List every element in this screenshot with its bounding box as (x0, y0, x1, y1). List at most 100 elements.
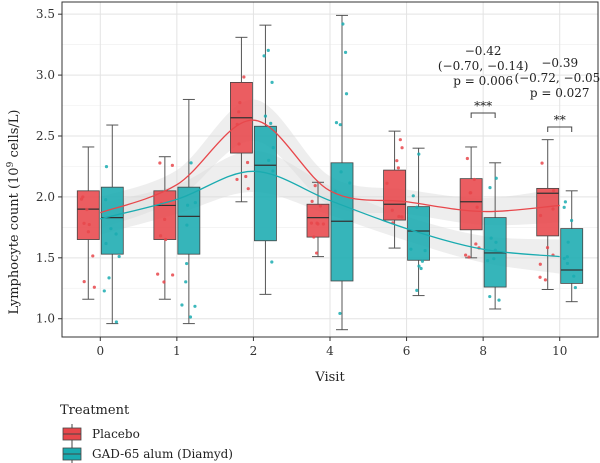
data-point-diamyd (565, 261, 570, 266)
data-point-diamyd (263, 114, 268, 118)
data-point-diamyd (488, 186, 492, 190)
data-point-placebo (398, 138, 402, 142)
y-axis-title: Lymphocyte count (109 cells/L) (6, 109, 22, 314)
annotation-text: (−0.70, −0.14) (438, 59, 529, 73)
data-point-placebo (400, 215, 404, 219)
data-point-diamyd (269, 121, 273, 125)
data-point-diamyd (188, 315, 193, 319)
data-point-diamyd (343, 50, 348, 54)
data-point-diamyd (180, 303, 184, 307)
data-point-placebo (171, 273, 175, 277)
data-point-placebo (538, 262, 542, 266)
data-point-diamyd (420, 259, 425, 263)
data-point-placebo (242, 75, 246, 79)
data-point-placebo (237, 110, 241, 114)
box-diamyd (330, 162, 354, 282)
data-point-placebo (397, 214, 401, 219)
data-point-placebo (465, 156, 469, 161)
data-point-diamyd (341, 22, 345, 26)
y-tick-label: 1.0 (36, 312, 55, 326)
data-point-diamyd (409, 247, 413, 251)
data-point-placebo (538, 275, 542, 279)
data-point-placebo (158, 234, 163, 238)
x-tick-label: 1 (173, 344, 181, 358)
data-point-diamyd (117, 254, 121, 259)
legend-title: Treatment (60, 403, 130, 418)
data-point-placebo (395, 159, 399, 163)
data-point-diamyd (485, 259, 490, 263)
data-point-placebo (82, 280, 86, 284)
data-point-diamyd (423, 248, 427, 253)
box-placebo (459, 178, 483, 231)
plot-area: 1.0 1.5 2.0 2.5 3.0 3.5 0 1 2 4 6 8 10 −0.42(−0.70, −… (36, 1, 600, 358)
box-diamyd (100, 186, 124, 255)
box-placebo (76, 190, 100, 240)
data-point-diamyd (573, 285, 577, 290)
data-point-diamyd (185, 223, 189, 227)
data-point-placebo (318, 204, 322, 208)
data-point-diamyd (415, 205, 419, 209)
annotation-text: −0.42 (465, 44, 502, 58)
y-tick-label: 2.5 (36, 129, 55, 143)
box-placebo (153, 190, 177, 240)
data-point-placebo (85, 207, 89, 212)
legend: Treatment Placebo GAD-65 alum (Diamyd) (60, 403, 233, 463)
data-point-diamyd (104, 241, 108, 246)
data-point-placebo (92, 285, 96, 289)
data-point-diamyd (563, 200, 567, 204)
annotation-text: (−0.72, −0.05) (514, 71, 600, 85)
data-point-diamyd (494, 176, 498, 180)
data-point-placebo (81, 195, 85, 199)
data-point-placebo (170, 163, 174, 167)
data-point-diamyd (184, 280, 188, 284)
data-point-placebo (164, 237, 168, 242)
data-point-diamyd (189, 161, 193, 165)
data-point-diamyd (107, 276, 111, 280)
data-point-diamyd (334, 121, 339, 125)
data-point-placebo (310, 199, 314, 203)
x-tick-label: 2 (250, 344, 258, 358)
legend-label-diamyd: GAD-65 alum (Diamyd) (92, 447, 233, 461)
data-point-placebo (245, 160, 250, 165)
data-point-placebo (543, 278, 548, 282)
y-tick-label: 1.5 (36, 251, 55, 265)
data-point-diamyd (344, 92, 349, 96)
data-point-diamyd (270, 80, 274, 85)
data-point-placebo (235, 177, 239, 182)
data-point-diamyd (488, 294, 492, 299)
data-point-diamyd (562, 205, 566, 209)
box-diamyd (407, 206, 430, 261)
annotation-text: p = 0.006 (453, 74, 513, 88)
data-point-placebo (464, 253, 468, 257)
data-point-diamyd (271, 146, 275, 150)
trend-line-placebo (100, 119, 560, 214)
data-point-diamyd (338, 123, 342, 127)
data-point-placebo (309, 221, 314, 225)
significance-stars: ** (554, 113, 566, 127)
data-point-placebo (315, 221, 319, 225)
data-point-diamyd (572, 274, 576, 278)
x-tick-label: 8 (479, 344, 487, 358)
data-point-placebo (158, 161, 162, 165)
significance-bracket (547, 126, 573, 132)
data-point-placebo (244, 174, 248, 179)
data-point-placebo (237, 142, 241, 146)
data-point-placebo (86, 230, 90, 234)
data-point-placebo (475, 205, 479, 209)
data-point-placebo (540, 161, 544, 165)
data-point-diamyd (565, 255, 569, 259)
data-point-diamyd (102, 289, 106, 293)
data-point-placebo (314, 251, 319, 255)
data-point-diamyd (186, 203, 190, 207)
data-point-diamyd (114, 320, 118, 324)
data-point-placebo (472, 177, 476, 182)
significance-bracket (470, 112, 496, 118)
data-point-diamyd (566, 240, 570, 244)
x-tick-label: 10 (552, 344, 567, 358)
data-point-diamyd (104, 198, 108, 202)
data-point-placebo (551, 207, 555, 211)
data-point-placebo (312, 235, 316, 239)
annotation-text: p = 0.027 (530, 86, 590, 100)
box-diamyd (177, 186, 201, 255)
